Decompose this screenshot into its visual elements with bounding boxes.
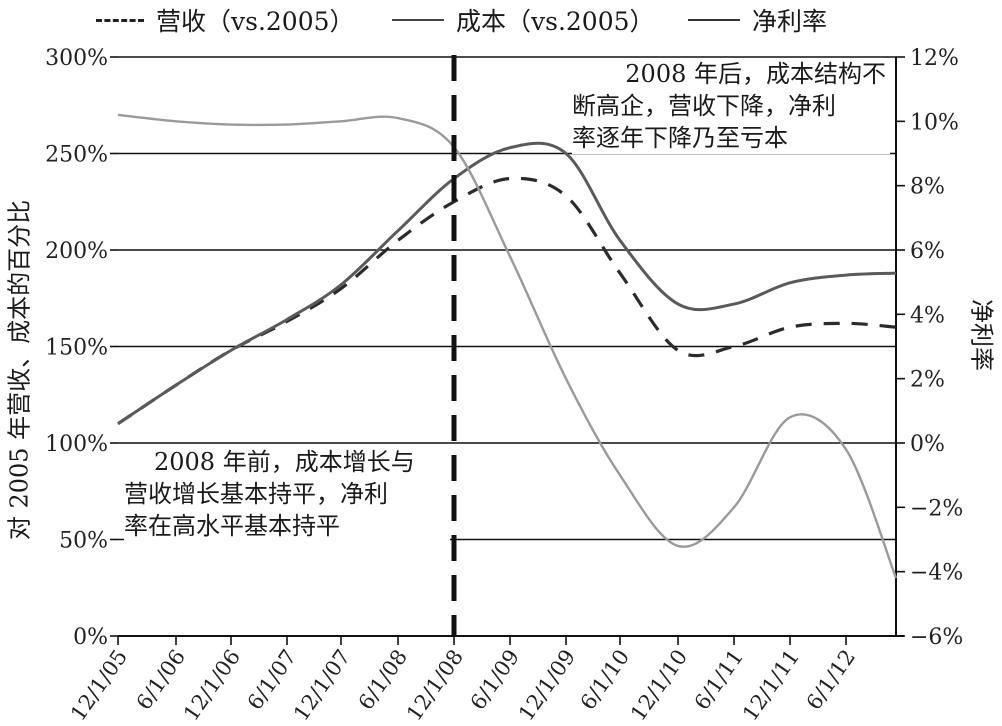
- right-tick-label: 10%: [910, 110, 959, 135]
- x-tick-label: 12/1/05: [66, 645, 132, 725]
- legend-item-revenue: 营收（vs.2005）: [96, 2, 355, 38]
- left-tick-label: 50%: [59, 529, 108, 554]
- x-tick-label: 6/1/06: [132, 645, 190, 714]
- right-tick-label: 2%: [910, 368, 945, 393]
- left-tick-label: 100%: [45, 432, 108, 457]
- right-tick-label: 0%: [910, 432, 945, 457]
- axes: [110, 56, 905, 645]
- dashed-line-icon: [96, 18, 144, 22]
- right-tick-label: −6%: [910, 625, 963, 650]
- right-tick-label: 12%: [910, 46, 959, 71]
- left-tick-label: 300%: [45, 46, 108, 71]
- x-tick-label: 6/1/09: [466, 645, 524, 714]
- legend: 营收（vs.2005） 成本（vs.2005） 净利率: [0, 2, 1002, 38]
- left-tick-label: 200%: [45, 239, 108, 264]
- right-tick-label: 8%: [910, 175, 945, 200]
- x-tick-label: 12/1/08: [402, 645, 468, 725]
- legend-label: 净利率: [752, 7, 828, 36]
- x-tick-label: 6/1/10: [576, 645, 634, 714]
- right-tick-label: −2%: [910, 496, 963, 521]
- x-tick-label: 12/1/09: [514, 645, 580, 725]
- annotation-before-2008: 2008 年前，成本增长与 营收增长基本持平，净利 率在高水平基本持平: [124, 446, 450, 542]
- right-tick-label: 6%: [910, 239, 945, 264]
- x-tick-label: 6/1/07: [243, 645, 301, 714]
- solid-line-icon: [392, 19, 444, 21]
- x-tick-label: 12/1/11: [738, 645, 804, 725]
- left-tick-label: 150%: [45, 336, 108, 361]
- x-tick-label: 6/1/11: [690, 645, 748, 714]
- left-tick-label: 0%: [73, 625, 108, 650]
- left-axis-title: 对 2005 年营收、成本的百分比: [5, 199, 34, 541]
- left-tick-label: 250%: [45, 143, 108, 168]
- legend-item-cost: 成本（vs.2005）: [392, 2, 655, 38]
- x-tick-label: 12/1/07: [289, 645, 355, 725]
- annotation-after-2008: 2008 年后，成本结构不 断高企，营收下降，净利 率逐年下降乃至亏本: [572, 58, 890, 154]
- gridlines: [118, 56, 896, 541]
- left-axis-tick-labels: 0% 50% 100% 150% 200% 250% 300%: [45, 46, 108, 650]
- solid-line-icon: [688, 19, 740, 21]
- right-axis-title: 净利率: [967, 299, 996, 371]
- legend-item-margin: 净利率: [688, 2, 827, 38]
- x-tick-label: 6/1/08: [354, 645, 412, 714]
- legend-label: 成本（vs.2005）: [456, 7, 655, 36]
- revenue-line: [117, 176, 897, 426]
- x-tick-label: 6/1/12: [802, 645, 860, 714]
- right-axis-tick-labels: −6% −4% −2% 0% 2% 4% 6% 8% 10% 12%: [910, 46, 963, 650]
- x-axis-tick-labels: 12/1/05 6/1/0612/1/066/1/0712/1/076/1/081…: [66, 645, 860, 725]
- legend-label: 营收（vs.2005）: [156, 7, 355, 36]
- series-lines: [117, 113, 898, 579]
- right-tick-label: 4%: [910, 303, 945, 328]
- margin-line: [117, 113, 898, 579]
- cost-line: [117, 141, 897, 425]
- x-tick-label: 12/1/06: [179, 645, 245, 725]
- x-tick-label: 12/1/10: [626, 645, 692, 725]
- right-tick-label: −4%: [910, 561, 963, 586]
